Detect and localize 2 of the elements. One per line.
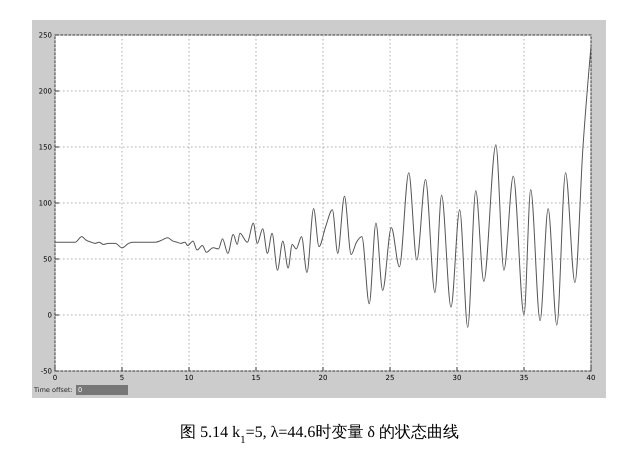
text: 图 5.14 k$_{1}$=5, λ=44.6时变量 δ 的状态曲线 xyxy=(180,423,459,446)
line-series xyxy=(54,46,592,328)
